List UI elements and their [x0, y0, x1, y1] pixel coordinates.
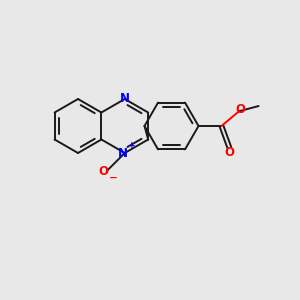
Text: N: N — [118, 146, 128, 160]
Text: O: O — [236, 103, 246, 116]
Text: −: − — [109, 173, 118, 183]
Text: +: + — [128, 141, 136, 150]
Text: N: N — [120, 92, 130, 106]
Text: O: O — [98, 165, 108, 178]
Text: O: O — [224, 146, 234, 160]
